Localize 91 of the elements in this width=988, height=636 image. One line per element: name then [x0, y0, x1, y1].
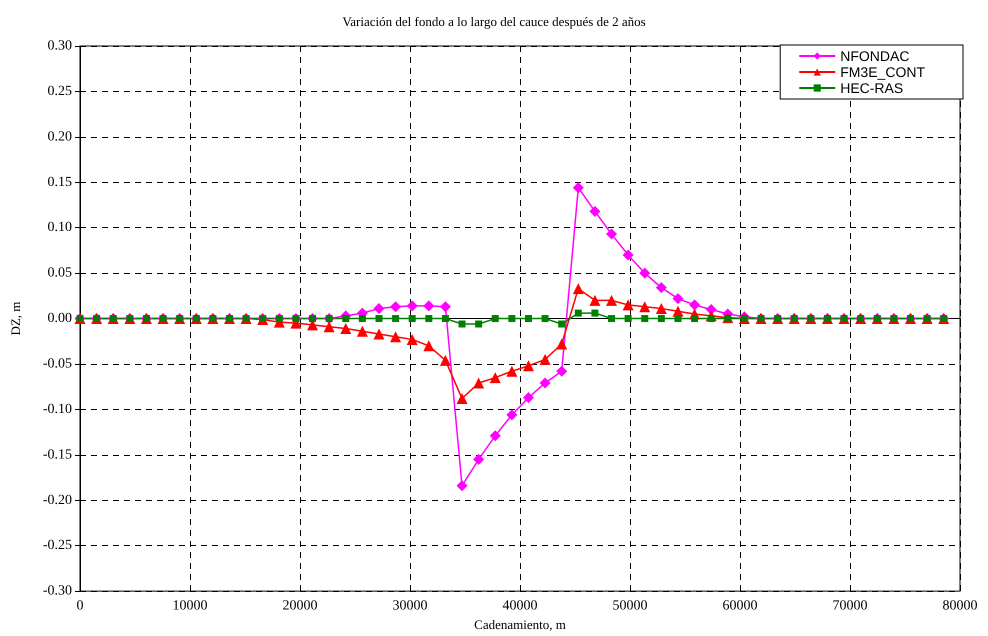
point — [473, 378, 484, 389]
point — [608, 315, 616, 322]
point — [506, 366, 518, 377]
point — [622, 249, 634, 260]
y-tick-label: 0.10 — [48, 220, 72, 236]
x-tick-label: 30000 — [392, 598, 428, 614]
y-tick-label: 0.05 — [48, 266, 72, 281]
point — [423, 300, 434, 312]
point — [456, 393, 468, 404]
point — [373, 328, 384, 340]
point — [524, 315, 532, 322]
point — [556, 366, 568, 377]
point — [641, 315, 648, 322]
x-axis-title: Cadenamiento, m — [474, 617, 566, 632]
point — [492, 315, 499, 322]
point — [589, 206, 600, 217]
point — [406, 334, 418, 345]
legend-label: NFONDAC — [840, 48, 910, 64]
point — [340, 323, 352, 334]
y-tick-label: -0.30 — [42, 584, 72, 599]
point — [406, 300, 418, 312]
point — [375, 315, 382, 322]
x-tick-label: 70000 — [832, 598, 868, 614]
point — [658, 315, 665, 322]
point — [591, 310, 598, 317]
y-tick-label: 0.15 — [48, 174, 72, 190]
point — [589, 294, 600, 306]
point — [442, 315, 449, 322]
y-tick-label: -0.15 — [42, 447, 72, 462]
y-tick-label: -0.25 — [42, 538, 72, 554]
point — [574, 310, 582, 317]
point — [656, 303, 667, 314]
point — [373, 303, 384, 314]
point — [490, 430, 501, 442]
point — [674, 315, 682, 322]
point — [540, 378, 551, 389]
y-tick-label: 0.25 — [48, 84, 72, 99]
x-tick-label: 80000 — [942, 598, 978, 614]
point — [473, 454, 484, 465]
point — [390, 301, 402, 312]
point — [572, 283, 584, 294]
x-tick-label: 10000 — [172, 598, 208, 614]
point — [542, 315, 549, 322]
point — [558, 320, 566, 328]
x-tick-label: 40000 — [502, 598, 538, 614]
point — [423, 340, 434, 352]
point — [342, 315, 350, 322]
point — [672, 293, 684, 304]
point — [606, 294, 618, 306]
chart-title: Variación del fondo a lo largo del cauce después de 2 años — [342, 14, 646, 29]
point — [358, 315, 366, 322]
point — [624, 315, 632, 322]
y-tick-label: 0.30 — [48, 38, 72, 54]
x-tick-label: 50000 — [612, 598, 648, 614]
point — [392, 315, 400, 322]
point — [622, 299, 634, 310]
point — [475, 320, 482, 328]
point — [522, 360, 534, 372]
y-tick-label: -0.10 — [42, 402, 72, 417]
point — [540, 354, 551, 365]
point — [606, 228, 618, 240]
y-tick-label: -0.20 — [42, 492, 72, 508]
point — [656, 282, 667, 294]
point — [490, 372, 501, 384]
x-tick-label: 0 — [76, 598, 84, 614]
y-axis-title: DZ, m — [8, 302, 23, 336]
legend-label: FM3E_CONT — [840, 64, 926, 80]
point — [458, 320, 466, 328]
point — [390, 331, 402, 342]
point — [506, 409, 518, 420]
y-tick-label: 0.00 — [48, 311, 72, 326]
point — [408, 315, 416, 322]
point — [639, 301, 650, 312]
point — [425, 315, 432, 322]
point — [508, 315, 516, 322]
x-tick-label: 60000 — [722, 598, 758, 614]
point — [440, 354, 451, 366]
point — [689, 299, 700, 310]
point — [324, 321, 335, 332]
y-tick-label: -0.05 — [42, 356, 72, 372]
point — [691, 315, 698, 322]
point — [556, 338, 568, 350]
point — [639, 268, 650, 279]
point — [572, 182, 584, 194]
point — [456, 480, 468, 492]
point — [440, 301, 451, 312]
point — [522, 392, 534, 404]
x-tick-label: 20000 — [282, 598, 318, 614]
point — [356, 326, 368, 337]
legend-label: HEC-RAS — [840, 80, 904, 96]
y-tick-label: 0.20 — [48, 129, 72, 144]
